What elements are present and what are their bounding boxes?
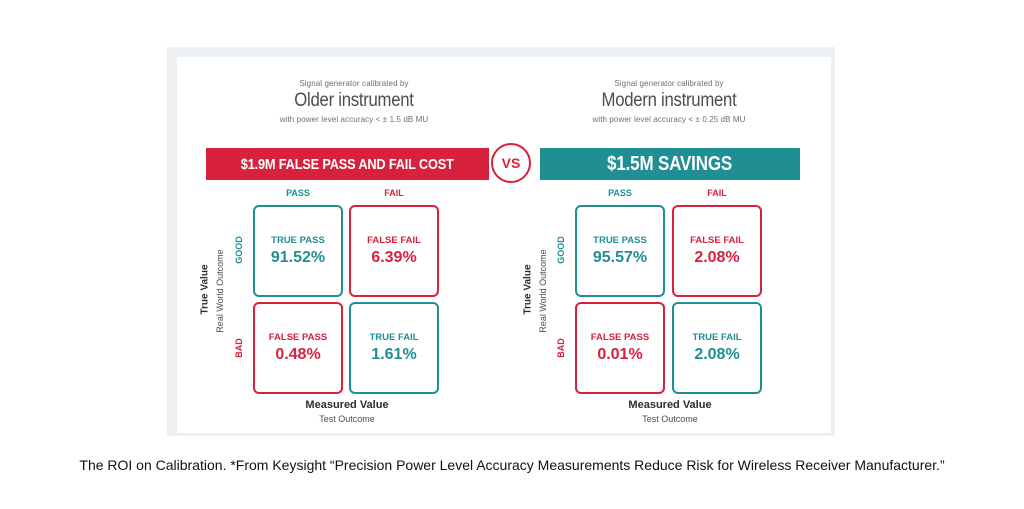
true-fail-value: 1.61% (371, 346, 417, 363)
header-subtitle: Signal generator calibrated by (299, 79, 409, 88)
row-good-label: GOOD (556, 236, 566, 264)
measured-value-title: Measured Value (628, 399, 712, 411)
true-pass-title: TRUE PASS (593, 235, 647, 246)
column-fail-label: FAIL (384, 188, 404, 198)
false-pass-cell: FALSE PASS 0.48% (253, 302, 343, 394)
row-bad-label: BAD (556, 338, 566, 358)
vs-label: VS (501, 155, 521, 171)
savings-banner-text: $1.5M SAVINGS (607, 152, 733, 175)
true-fail-value: 2.08% (694, 346, 740, 363)
false-fail-title: FALSE FAIL (690, 235, 744, 246)
column-pass-label: PASS (608, 188, 632, 198)
false-pass-title: FALSE PASS (268, 332, 328, 343)
false-pass-title: FALSE PASS (590, 332, 650, 343)
false-fail-cell: FALSE FAIL 6.39% (349, 205, 439, 297)
false-fail-title: FALSE FAIL (367, 235, 421, 246)
savings-banner: $1.5M SAVINGS (540, 148, 800, 180)
header-title: Older instrument (294, 90, 414, 111)
measured-value-title: Measured Value (305, 399, 389, 411)
vs-badge: VS (491, 143, 531, 183)
true-pass-cell: TRUE PASS 95.57% (575, 205, 665, 297)
header-subtitle: Signal generator calibrated by (614, 79, 724, 88)
true-fail-title: TRUE FAIL (369, 332, 419, 343)
row-bad-label: BAD (234, 338, 244, 358)
real-world-outcome-label: Real World Outcome (538, 249, 548, 333)
true-pass-title: TRUE PASS (271, 235, 325, 246)
true-pass-value: 91.52% (270, 249, 326, 266)
false-fail-value: 6.39% (371, 249, 417, 266)
cost-banner-text: $1.9M FALSE PASS AND FAIL COST (241, 155, 454, 173)
roi-infographic: Signal generator calibrated by Older ins… (177, 57, 831, 433)
header-accuracy: with power level accuracy < ± 1.5 dB MU (279, 115, 429, 124)
true-pass-cell: TRUE PASS 91.52% (253, 205, 343, 297)
real-world-outcome-label: Real World Outcome (215, 249, 225, 333)
true-pass-value: 95.57% (592, 249, 648, 266)
false-pass-value: 0.48% (275, 346, 321, 363)
header-accuracy: with power level accuracy < ± 0.25 dB MU (592, 115, 746, 124)
false-pass-value: 0.01% (597, 346, 643, 363)
true-fail-cell: TRUE FAIL 2.08% (672, 302, 762, 394)
column-pass-label: PASS (286, 188, 310, 198)
column-fail-label: FAIL (707, 188, 727, 198)
false-pass-cell: FALSE PASS 0.01% (575, 302, 665, 394)
true-value-axis-title: True Value (199, 264, 211, 315)
header-title: Modern instrument (601, 90, 737, 111)
row-good-label: GOOD (234, 236, 244, 264)
cost-banner: $1.9M FALSE PASS AND FAIL COST (206, 148, 489, 180)
test-outcome-label: Test Outcome (642, 414, 698, 424)
false-fail-value: 2.08% (694, 249, 740, 266)
test-outcome-label: Test Outcome (319, 414, 375, 424)
true-fail-title: TRUE FAIL (692, 332, 742, 343)
figure-caption: The ROI on Calibration. *From Keysight “… (79, 457, 945, 473)
true-fail-cell: TRUE FAIL 1.61% (349, 302, 439, 394)
true-value-axis-title: True Value (522, 264, 534, 315)
false-fail-cell: FALSE FAIL 2.08% (672, 205, 762, 297)
